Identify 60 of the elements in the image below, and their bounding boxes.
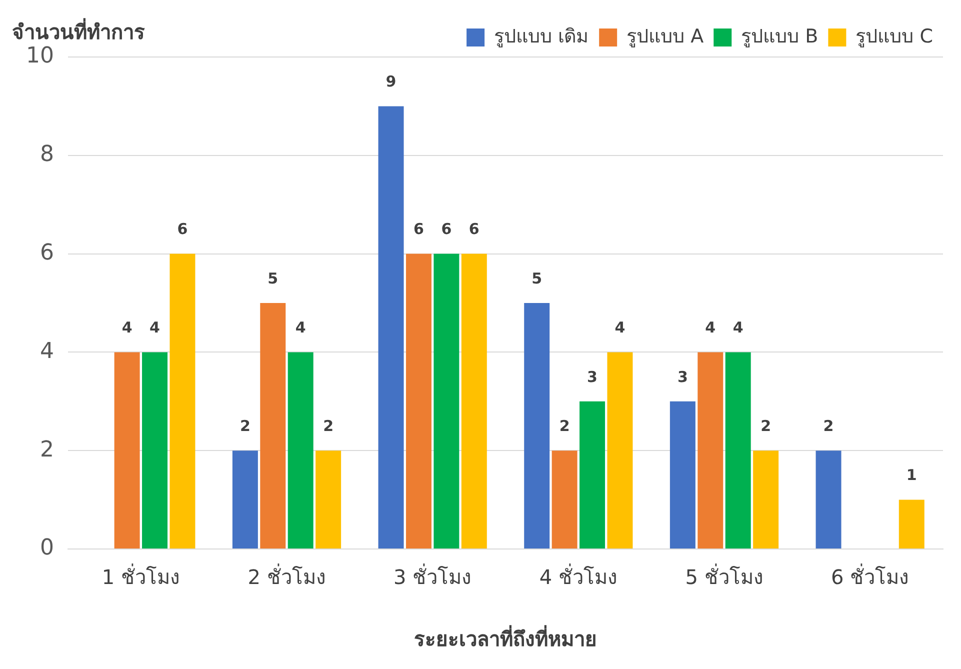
data-label: 6 <box>441 220 452 238</box>
x-tick-label: 2 ชั่วโมง <box>248 563 326 590</box>
data-label: 2 <box>823 416 834 435</box>
bar <box>142 352 168 548</box>
data-label: 4 <box>122 318 132 337</box>
y-tick-label: 4 <box>40 338 54 364</box>
data-label: 6 <box>468 220 480 238</box>
data-label: 2 <box>240 416 250 435</box>
data-label: 1 <box>906 466 917 484</box>
bar <box>288 352 314 548</box>
bar <box>260 303 286 548</box>
y-tick-label: 8 <box>40 142 54 168</box>
x-tick-label: 3 ชั่วโมง <box>394 563 472 590</box>
x-tick-label: 1 ชั่วโมง <box>102 563 180 590</box>
bar <box>232 450 258 548</box>
x-tick-label: 5 ชั่วโมง <box>685 563 764 590</box>
y-axis-title: จำนวนที่ทำการ <box>12 17 145 44</box>
data-label: 3 <box>677 368 688 386</box>
data-label: 5 <box>532 269 542 288</box>
legend-label: รูปแบบ C <box>856 25 934 48</box>
legend-label: รูปแบบ A <box>626 25 704 48</box>
legend-label: รูปแบบ B <box>741 25 818 48</box>
bar <box>816 450 842 548</box>
data-label: 4 <box>732 318 744 337</box>
bar <box>552 450 578 548</box>
legend-label: รูปแบบ เดิม <box>494 25 590 48</box>
bar <box>698 352 724 548</box>
data-label: 4 <box>295 318 306 337</box>
bar <box>406 254 432 548</box>
data-label: 9 <box>386 72 396 91</box>
bar <box>725 352 751 548</box>
bar <box>753 450 779 548</box>
data-label: 6 <box>414 220 424 238</box>
data-label: 2 <box>559 416 570 435</box>
data-label: 3 <box>587 368 598 386</box>
y-tick-label: 0 <box>40 536 54 561</box>
data-label: 4 <box>705 318 716 337</box>
bar <box>114 352 140 548</box>
data-label: 4 <box>614 318 626 337</box>
data-label: 4 <box>150 318 160 337</box>
data-label: 6 <box>177 220 188 238</box>
bar <box>170 254 196 548</box>
bar <box>607 352 633 548</box>
data-label: 2 <box>323 416 334 435</box>
bar <box>434 254 460 548</box>
bar <box>378 106 404 548</box>
x-tick-label: 6 ชั่วโมง <box>831 563 910 590</box>
y-tick-label: 2 <box>40 437 54 462</box>
bar <box>670 401 696 548</box>
x-tick-label: 4 ชั่วโมง <box>539 563 618 590</box>
y-tick-label: 6 <box>40 240 54 266</box>
bar <box>316 450 342 548</box>
bar <box>580 401 606 548</box>
y-tick-label: 10 <box>26 44 54 69</box>
data-label: 2 <box>760 416 772 435</box>
data-label: 5 <box>268 269 278 288</box>
x-axis-title: ระยะเวลาที่ถึงที่หมาย <box>414 624 597 652</box>
bar <box>898 500 924 548</box>
bar <box>461 254 487 548</box>
bar <box>524 303 550 548</box>
